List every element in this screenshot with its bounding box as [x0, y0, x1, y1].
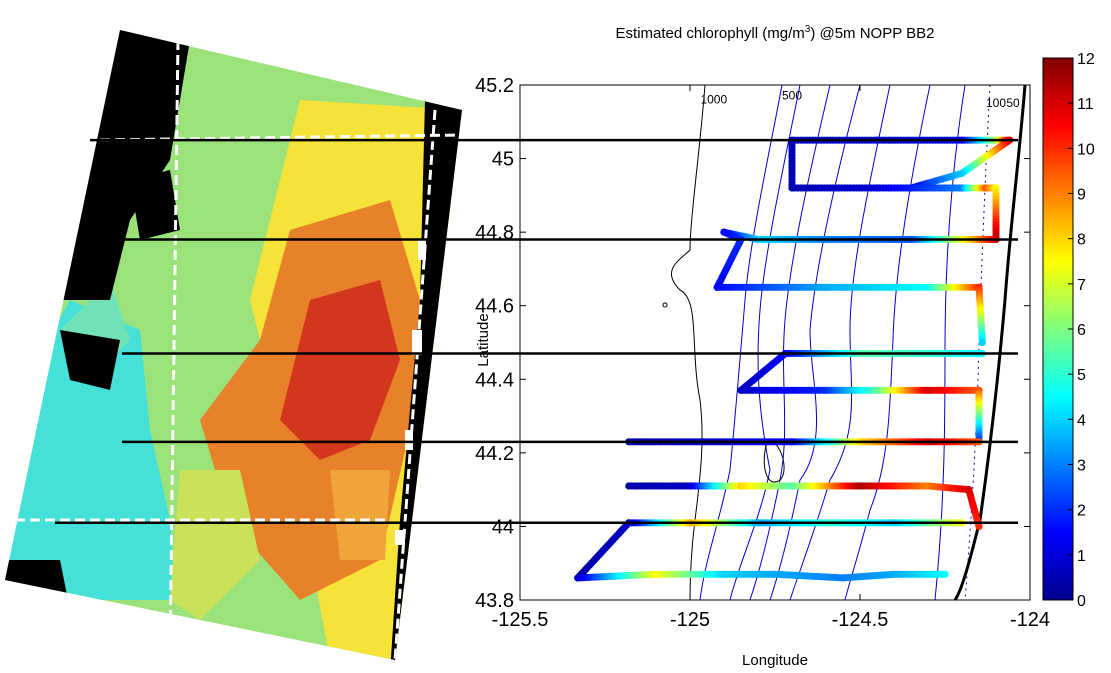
y-tick-label: 45	[492, 149, 514, 171]
transect-point	[941, 570, 949, 578]
x-tick-label: -125	[670, 609, 710, 631]
colorbar-tick-label: 4	[1077, 412, 1086, 429]
colorbar-tick-label: 9	[1077, 187, 1086, 204]
x-tick-label: -124	[1010, 609, 1050, 631]
transect-point	[978, 338, 987, 347]
colorbar-tick-label: 7	[1077, 277, 1086, 294]
transect-track-data	[574, 136, 1014, 582]
colorbar-tick-label: 5	[1077, 367, 1086, 384]
colorbar-tick-label: 3	[1077, 458, 1086, 475]
colorbar-tick-label: 2	[1077, 503, 1086, 520]
chart-title: Estimated chlorophyll (mg/m3) @5m NOPP B…	[616, 24, 935, 42]
colorbar-tick-label: 0	[1077, 593, 1086, 610]
x-tick-label: -124.5	[832, 609, 889, 631]
colorbar-tick-label: 11	[1077, 96, 1094, 113]
y-tick-label: 45.2	[475, 75, 514, 97]
x-axis-label: Longitude	[742, 652, 808, 669]
transect-point	[975, 522, 983, 531]
colorbar-tick-label: 6	[1077, 322, 1086, 339]
y-axis-label: Latitude	[475, 313, 492, 366]
isobath-label: 500	[782, 89, 802, 103]
satellite-chlorophyll-image	[5, 30, 462, 660]
coastline	[953, 84, 1027, 601]
y-tick-label: 44	[492, 516, 514, 538]
y-tick-label: 44.2	[475, 443, 514, 465]
colorbar-tick-label: 8	[1077, 232, 1086, 249]
reference-latitude-lines	[55, 138, 1018, 524]
isobath-label: 100	[986, 96, 1006, 110]
x-tick-label: -125.5	[492, 609, 549, 631]
colorbar-tick-label: 1	[1077, 548, 1086, 565]
isobath-label: 1000	[700, 92, 727, 106]
colorbar-tick-label: 12	[1077, 51, 1095, 68]
colorbar-tick-label: 10	[1077, 141, 1095, 158]
isobath-labels: 1000 500 100 50	[700, 89, 1020, 110]
x-axis-ticks: -125.5 -125 -124.5 -124	[492, 85, 1050, 631]
y-tick-label: 44.6	[475, 296, 514, 318]
y-tick-label: 44.4	[475, 369, 514, 391]
y-tick-label: 44.8	[475, 222, 514, 244]
y-tick-label: 43.8	[475, 590, 514, 612]
isobath-label: 50	[1006, 96, 1020, 110]
